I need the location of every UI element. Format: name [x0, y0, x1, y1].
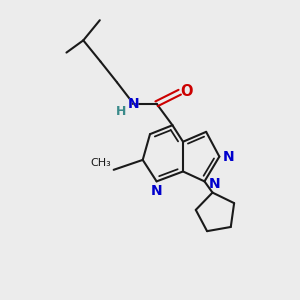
- Text: N: N: [208, 177, 220, 191]
- Text: CH₃: CH₃: [90, 158, 111, 168]
- Text: N: N: [151, 184, 162, 198]
- Text: H: H: [116, 104, 126, 118]
- Text: N: N: [223, 150, 234, 164]
- Text: O: O: [180, 84, 193, 99]
- Text: N: N: [208, 177, 220, 191]
- Text: H: H: [116, 104, 126, 118]
- Text: N: N: [223, 150, 234, 164]
- Text: N: N: [128, 97, 139, 111]
- Text: N: N: [128, 97, 139, 111]
- Text: N: N: [151, 184, 162, 198]
- Text: O: O: [180, 84, 193, 99]
